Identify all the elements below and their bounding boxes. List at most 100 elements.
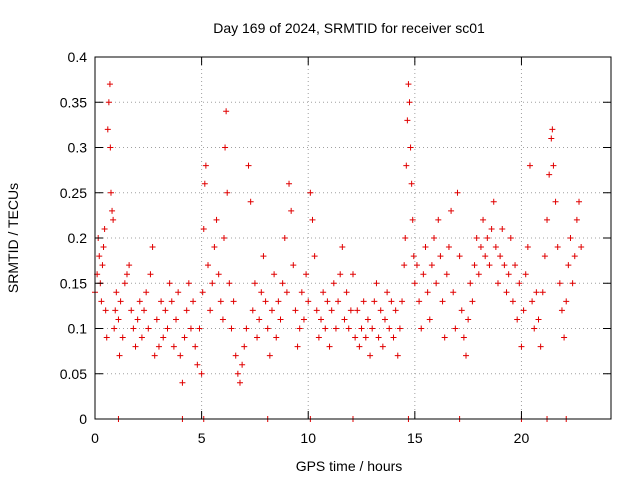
y-axis-label: SRMTID / TECUs (5, 183, 21, 293)
data-point (123, 271, 130, 278)
data-point (367, 352, 374, 359)
data-point (406, 99, 413, 106)
data-point (207, 307, 214, 314)
data-point (410, 253, 417, 260)
data-point (281, 235, 288, 241)
data-point (396, 325, 403, 332)
data-point (177, 352, 184, 359)
data-point (320, 289, 327, 296)
data-point (490, 198, 497, 205)
data-point (181, 334, 188, 341)
data-point (458, 307, 465, 314)
data-point (401, 262, 408, 269)
data-point (335, 298, 342, 305)
data-point (422, 244, 429, 251)
data-point (103, 334, 110, 341)
data-point (456, 253, 463, 260)
data-point (441, 334, 448, 341)
data-point (170, 343, 177, 350)
plot-frame (94, 56, 612, 420)
data-point (100, 244, 107, 251)
data-point (134, 316, 141, 323)
data-point (514, 316, 521, 323)
data-point (243, 325, 250, 332)
data-point (431, 235, 438, 241)
data-point (544, 216, 551, 223)
data-point (467, 280, 474, 287)
data-point (435, 216, 442, 223)
axis-tick-labels: 0 0.05 0.1 0.15 0.2 0.25 0.3 0.35 0.4 0 5 10 15 20 (60, 49, 530, 446)
data-point (556, 280, 563, 287)
data-point (296, 325, 303, 332)
data-point (205, 262, 212, 269)
data-point (313, 307, 320, 314)
data-point (294, 343, 301, 350)
data-point (106, 81, 113, 88)
data-point (105, 99, 112, 106)
y-tick-label: 0.15 (60, 275, 87, 291)
data-point (232, 352, 239, 359)
data-point (475, 271, 482, 278)
data-point (463, 352, 470, 359)
data-point (247, 198, 254, 205)
data-point (330, 280, 337, 287)
data-point (482, 253, 489, 260)
data-point (347, 307, 354, 314)
data-point (350, 271, 356, 278)
data-point (260, 253, 267, 260)
data-point (196, 325, 203, 332)
data-point (307, 189, 314, 196)
data-point (573, 216, 580, 223)
data-point (558, 307, 565, 314)
data-point (529, 298, 536, 305)
data-point (160, 334, 167, 341)
data-point (484, 235, 491, 241)
data-point (234, 370, 241, 377)
data-point (407, 144, 414, 151)
data-point (371, 298, 378, 305)
data-point (102, 307, 109, 314)
data-point (153, 316, 160, 323)
x-tick-label: 20 (514, 430, 530, 446)
data-point (537, 343, 544, 350)
data-point (217, 298, 224, 305)
data-point (239, 361, 246, 368)
data-point (224, 189, 231, 196)
data-point (143, 289, 150, 296)
data-point (286, 180, 293, 187)
data-point (130, 325, 137, 332)
data-point (111, 325, 118, 332)
data-point (221, 235, 227, 241)
y-tick-label: 0.1 (68, 321, 88, 337)
data-point (533, 289, 540, 296)
data-point (245, 162, 252, 169)
data-point (424, 289, 431, 296)
data-point (550, 162, 557, 169)
data-point (173, 316, 180, 323)
data-point (565, 262, 572, 269)
data-point (318, 316, 325, 323)
data-point (492, 244, 499, 251)
data-point (311, 253, 318, 260)
data-point (328, 307, 335, 314)
data-point (168, 298, 175, 305)
data-point (271, 271, 278, 278)
data-point (305, 298, 312, 305)
x-axis-label: GPS time / hours (296, 458, 403, 474)
data-point (569, 280, 576, 287)
data-point (364, 316, 371, 323)
data-point (494, 280, 501, 287)
data-point (503, 289, 510, 296)
data-point (375, 334, 382, 341)
data-point (241, 343, 248, 350)
data-point (116, 352, 123, 359)
data-point (486, 262, 493, 269)
data-point (413, 262, 420, 269)
data-point (388, 298, 395, 305)
data-point (448, 207, 455, 214)
data-point (138, 334, 145, 341)
data-point (552, 198, 559, 205)
data-point (567, 235, 574, 241)
data-point (279, 280, 286, 287)
data-point (377, 307, 384, 314)
